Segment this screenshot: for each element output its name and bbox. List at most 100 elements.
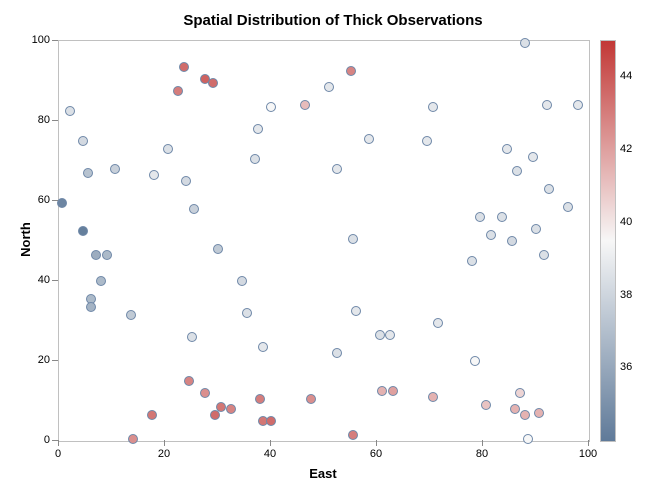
scatter-point [375, 330, 385, 340]
scatter-point [250, 154, 260, 164]
x-tick-mark [58, 440, 59, 446]
scatter-point [520, 38, 530, 48]
scatter-point [470, 356, 480, 366]
scatter-point [102, 250, 112, 260]
scatter-point [573, 100, 583, 110]
y-tick-mark [52, 280, 58, 281]
scatter-point [377, 386, 387, 396]
scatter-point [306, 394, 316, 404]
scatter-point [78, 226, 88, 236]
scatter-point [91, 250, 101, 260]
colorbar-tick-label: 40 [620, 216, 632, 228]
chart-container: Spatial Distribution of Thick Observatio… [0, 0, 666, 500]
scatter-point [351, 306, 361, 316]
y-tick-label: 0 [26, 434, 50, 446]
scatter-point [226, 404, 236, 414]
scatter-point [428, 102, 438, 112]
scatter-point [502, 144, 512, 154]
scatter-point [515, 388, 525, 398]
colorbar [600, 40, 616, 442]
scatter-point [181, 176, 191, 186]
y-tick-mark [52, 120, 58, 121]
scatter-point [200, 388, 210, 398]
scatter-point [300, 100, 310, 110]
x-tick-mark [270, 440, 271, 446]
scatter-point [512, 166, 522, 176]
scatter-point [510, 404, 520, 414]
scatter-point [266, 416, 276, 426]
scatter-point [179, 62, 189, 72]
scatter-point [237, 276, 247, 286]
scatter-point [110, 164, 120, 174]
scatter-point [324, 82, 334, 92]
y-tick-label: 40 [26, 274, 50, 286]
scatter-point [96, 276, 106, 286]
scatter-point [83, 168, 93, 178]
plot-area [58, 40, 590, 442]
scatter-point [78, 136, 88, 146]
y-tick-mark [52, 40, 58, 41]
scatter-point [422, 136, 432, 146]
scatter-point [542, 100, 552, 110]
scatter-point [467, 256, 477, 266]
scatter-point [388, 386, 398, 396]
colorbar-tick-label: 42 [620, 143, 632, 155]
scatter-point [385, 330, 395, 340]
scatter-point [531, 224, 541, 234]
x-tick-label: 60 [370, 448, 382, 460]
scatter-point [253, 124, 263, 134]
scatter-point [86, 302, 96, 312]
y-tick-mark [52, 200, 58, 201]
y-tick-label: 20 [26, 354, 50, 366]
y-tick-mark [52, 440, 58, 441]
colorbar-tick-label: 44 [620, 70, 632, 82]
scatter-point [208, 78, 218, 88]
scatter-point [475, 212, 485, 222]
x-tick-label: 20 [158, 448, 170, 460]
scatter-point [364, 134, 374, 144]
scatter-point [126, 310, 136, 320]
scatter-point [266, 102, 276, 112]
scatter-point [242, 308, 252, 318]
scatter-point [433, 318, 443, 328]
y-axis-label: North [18, 222, 33, 257]
x-tick-mark [164, 440, 165, 446]
x-tick-label: 40 [264, 448, 276, 460]
scatter-point [428, 392, 438, 402]
scatter-point [539, 250, 549, 260]
scatter-point [348, 430, 358, 440]
x-tick-mark [482, 440, 483, 446]
scatter-point [523, 434, 533, 444]
scatter-point [57, 198, 67, 208]
scatter-point [507, 236, 517, 246]
scatter-point [544, 184, 554, 194]
scatter-point [563, 202, 573, 212]
colorbar-tick-label: 36 [620, 361, 632, 373]
x-tick-mark [376, 440, 377, 446]
scatter-point [184, 376, 194, 386]
scatter-point [128, 434, 138, 444]
x-tick-label: 80 [476, 448, 488, 460]
scatter-point [332, 348, 342, 358]
scatter-point [332, 164, 342, 174]
scatter-point [163, 144, 173, 154]
scatter-point [65, 106, 75, 116]
scatter-point [147, 410, 157, 420]
scatter-point [216, 402, 226, 412]
scatter-point [149, 170, 159, 180]
chart-title: Spatial Distribution of Thick Observatio… [0, 12, 666, 29]
x-axis-label: East [58, 466, 588, 481]
colorbar-tick-label: 38 [620, 289, 632, 301]
scatter-point [258, 342, 268, 352]
x-tick-mark [588, 440, 589, 446]
scatter-point [255, 394, 265, 404]
scatter-point [486, 230, 496, 240]
scatter-point [213, 244, 223, 254]
scatter-point [528, 152, 538, 162]
scatter-point [534, 408, 544, 418]
y-tick-mark [52, 360, 58, 361]
scatter-point [346, 66, 356, 76]
y-tick-label: 100 [26, 34, 50, 46]
scatter-point [348, 234, 358, 244]
scatter-point [497, 212, 507, 222]
